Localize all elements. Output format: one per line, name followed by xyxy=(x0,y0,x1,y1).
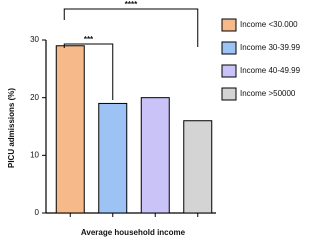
legend-swatch xyxy=(221,64,237,78)
legend-label: Income <30.000 xyxy=(240,20,298,29)
significance-label: **** xyxy=(125,0,138,9)
bar xyxy=(55,45,85,214)
legend-swatch xyxy=(221,87,237,101)
bar xyxy=(140,97,170,214)
y-tick-label: 0 xyxy=(35,208,40,217)
bar xyxy=(98,102,128,214)
significance-bracket xyxy=(63,8,199,47)
legend-label: Income >50000 xyxy=(240,89,296,98)
significance-bracket xyxy=(63,43,114,100)
significance-label: *** xyxy=(84,35,94,44)
y-axis-label: PICU admissions (%) xyxy=(7,88,16,168)
chart: PICU admissions (%) Average household in… xyxy=(7,0,300,237)
legend-swatch xyxy=(221,18,237,32)
bar xyxy=(183,120,213,214)
legend-label: Income 30-39.999 xyxy=(240,43,300,52)
x-axis-label: Average household income xyxy=(81,228,186,237)
legend-swatch xyxy=(221,41,237,55)
y-tick-label: 10 xyxy=(30,150,39,159)
y-tick-label: 30 xyxy=(30,35,39,44)
legend-label: Income 40-49.999 xyxy=(240,66,300,75)
y-tick-label: 20 xyxy=(30,93,39,102)
